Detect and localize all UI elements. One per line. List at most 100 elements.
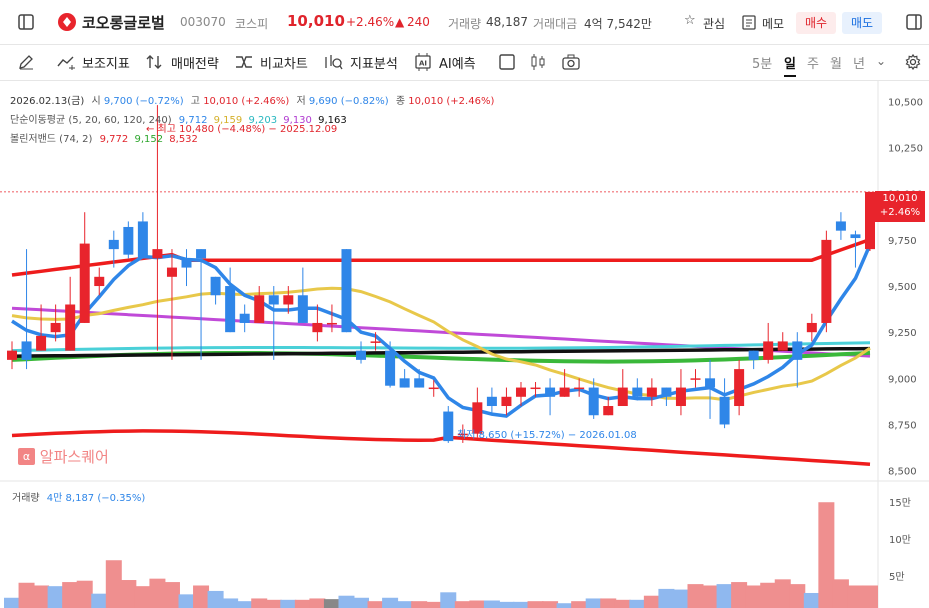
toolbar-indicator[interactable]: 보조지표 bbox=[82, 57, 130, 72]
volume-panel-label: 거래량 bbox=[12, 493, 40, 504]
candle-body bbox=[457, 433, 468, 436]
volume-bar bbox=[222, 598, 239, 608]
candle-body bbox=[748, 350, 759, 360]
strategy-icon[interactable] bbox=[146, 54, 164, 70]
open-label: 시 bbox=[91, 96, 101, 107]
candle-body bbox=[36, 335, 47, 351]
bb-info: 볼린저밴드 (74, 2) 9,772 9,152 8,532 bbox=[10, 130, 198, 145]
toolbar-ai[interactable]: AI예측 bbox=[439, 57, 476, 72]
candle-body bbox=[792, 341, 803, 360]
ma20-value: 9,159 bbox=[213, 115, 243, 126]
candle-body bbox=[297, 295, 308, 323]
bb-lower-line bbox=[11, 429, 871, 466]
candle-body bbox=[865, 191, 875, 250]
candle-body bbox=[79, 243, 90, 323]
volume-bar bbox=[832, 579, 849, 608]
candle-body bbox=[239, 313, 250, 323]
candle-body bbox=[675, 387, 686, 407]
candle-body bbox=[515, 387, 526, 397]
watermark: α 알파스퀘어 bbox=[18, 446, 109, 467]
price-axis-tick: 9,750 bbox=[888, 236, 917, 247]
volume-panel-value: 4만 8,187 (−0.35%) bbox=[46, 493, 146, 504]
gear-icon[interactable] bbox=[905, 54, 921, 70]
watch-button[interactable]: 관심 bbox=[703, 17, 726, 31]
panel-toggle-icon[interactable] bbox=[906, 14, 922, 30]
candle-body bbox=[821, 239, 832, 323]
volume-bar bbox=[76, 580, 93, 608]
volume-bar bbox=[672, 589, 689, 608]
volume-bar bbox=[18, 582, 35, 608]
candle-body bbox=[763, 341, 774, 360]
compare-icon[interactable] bbox=[235, 54, 253, 70]
candle-body bbox=[50, 322, 61, 333]
watermark-logo-icon: α bbox=[18, 448, 35, 465]
stock-name[interactable]: 코오롱글로벌 bbox=[82, 14, 165, 32]
volume-bar bbox=[760, 582, 777, 608]
volume-bar bbox=[236, 601, 253, 608]
volume-bar bbox=[469, 600, 486, 608]
volume-bar bbox=[600, 598, 617, 608]
bb-lower-value: 8,532 bbox=[169, 134, 198, 145]
buy-button[interactable]: 매수 bbox=[796, 12, 836, 34]
svg-text:AI: AI bbox=[419, 60, 427, 68]
candle-body bbox=[835, 221, 846, 231]
period-5min[interactable]: 5분 bbox=[752, 57, 773, 72]
candle-body bbox=[370, 341, 381, 343]
price-axis-tick: 10,250 bbox=[888, 144, 923, 155]
candle-body bbox=[210, 276, 221, 296]
volume-bar bbox=[47, 586, 64, 608]
period-week[interactable]: 주 bbox=[807, 57, 819, 72]
volume-bar bbox=[614, 599, 631, 608]
candle-body bbox=[166, 267, 177, 277]
square-icon[interactable] bbox=[499, 54, 515, 70]
volume-bar bbox=[512, 601, 529, 608]
current-price: 10,010 bbox=[287, 12, 345, 30]
sidebar-toggle-icon[interactable] bbox=[18, 14, 34, 30]
toolbar-strategy[interactable]: 매매전략 bbox=[171, 57, 219, 72]
period-year[interactable]: 년 bbox=[853, 57, 865, 72]
memo-button[interactable]: 메모 bbox=[762, 17, 785, 31]
volume-bar bbox=[33, 585, 50, 608]
memo-icon[interactable] bbox=[742, 14, 756, 30]
camera-icon[interactable] bbox=[562, 54, 580, 70]
candle-icon[interactable] bbox=[530, 53, 546, 71]
candle-body bbox=[705, 378, 716, 388]
info-date: 2026.02.13(금) bbox=[10, 96, 85, 107]
price-axis-tick: 8,500 bbox=[888, 467, 917, 478]
chevron-down-icon[interactable]: ⌄ bbox=[876, 54, 887, 68]
volume-info: 거래량 4만 8,187 (−0.35%) bbox=[12, 489, 145, 504]
period-month[interactable]: 월 bbox=[830, 57, 842, 72]
candle-body bbox=[501, 396, 512, 407]
toolbar-compare[interactable]: 비교차트 bbox=[260, 57, 308, 72]
ma240-value: 9,163 bbox=[318, 115, 347, 126]
volume-bar bbox=[294, 599, 311, 608]
candle-body bbox=[646, 387, 657, 397]
volume-bar bbox=[323, 599, 340, 608]
volume-bar bbox=[280, 599, 297, 608]
low-label: 저 bbox=[296, 96, 306, 107]
turnover-value: 4억 7,542만 bbox=[584, 17, 652, 31]
pencil-icon[interactable] bbox=[18, 54, 34, 70]
turnover-label: 거래대금 bbox=[533, 17, 578, 31]
volume-bar bbox=[396, 601, 413, 608]
candle-body bbox=[574, 387, 585, 390]
volume-bar bbox=[542, 601, 559, 608]
sell-button[interactable]: 매도 bbox=[842, 12, 882, 34]
watch-star-icon[interactable]: ☆ bbox=[684, 13, 696, 28]
candle-body bbox=[414, 378, 425, 388]
toolbar-analysis[interactable]: 지표분석 bbox=[350, 57, 398, 72]
analysis-icon[interactable] bbox=[323, 54, 343, 70]
ma5-value: 9,712 bbox=[178, 115, 208, 126]
candle-body bbox=[530, 387, 541, 390]
volume-label: 거래량 bbox=[448, 17, 482, 31]
indicator-icon[interactable] bbox=[57, 54, 75, 70]
candle-body bbox=[632, 387, 643, 397]
candle-body bbox=[181, 258, 192, 268]
candle-body bbox=[690, 378, 701, 380]
candle-body bbox=[21, 341, 32, 360]
volume-bar bbox=[207, 590, 224, 608]
period-day[interactable]: 일 bbox=[784, 53, 796, 77]
bb-mid-value: 9,152 bbox=[134, 134, 164, 145]
ai-chip-icon[interactable]: AI bbox=[413, 53, 433, 71]
